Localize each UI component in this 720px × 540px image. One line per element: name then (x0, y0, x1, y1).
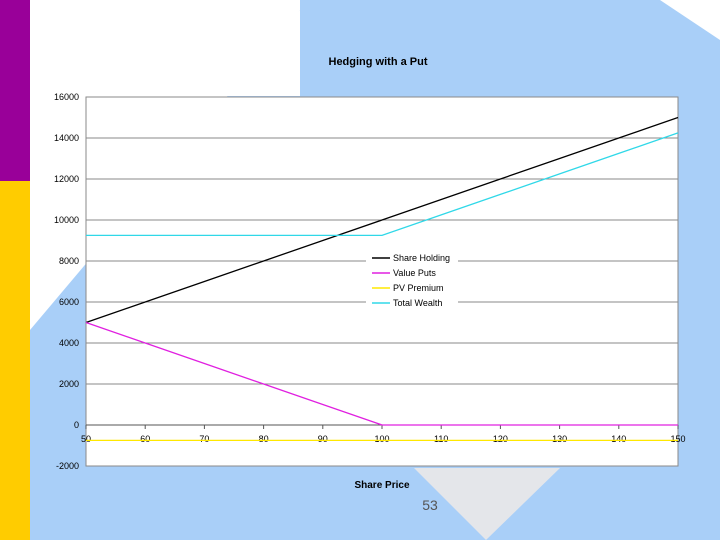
x-tick-label: 60 (140, 434, 150, 444)
x-axis-ticks: 50 60 70 80 90 100 110 120 130 140 150 (81, 425, 686, 444)
legend-box (366, 250, 458, 312)
legend: Share Holding Value Puts PV Premium Total W… (366, 250, 458, 312)
legend-label-1: Share Holding (393, 253, 450, 263)
x-tick-label: 140 (611, 434, 626, 444)
legend-label-3: PV Premium (393, 283, 444, 293)
x-tick-label: 110 (434, 434, 448, 444)
background-white-wedge (212, 0, 300, 96)
y-tick-label: -2000 (56, 461, 79, 471)
y-tick-label: 10000 (54, 215, 79, 225)
x-tick-label: 150 (670, 434, 685, 444)
series-lines (85, 116, 679, 442)
series-line-4 (86, 132, 679, 237)
x-tick-label: 80 (259, 434, 269, 444)
y-tick-label: 12000 (54, 174, 79, 184)
x-tick-label: 70 (199, 434, 209, 444)
legend-label-4: Total Wealth (393, 298, 442, 308)
y-tick-label: 2000 (59, 379, 79, 389)
y-tick-label: 8000 (59, 256, 79, 266)
x-tick-label: 90 (318, 434, 328, 444)
y-tick-label: 4000 (59, 338, 79, 348)
y-tick-label: 16000 (54, 92, 79, 102)
background-gray-triangle (414, 468, 560, 540)
legend-label-2: Value Puts (393, 268, 436, 278)
x-axis-label: Share Price (354, 480, 409, 491)
accent-bar-bottom (0, 181, 30, 540)
x-tick-label: 130 (552, 434, 567, 444)
chart-title: Hedging with a Put (329, 56, 428, 68)
series-line-1 (85, 116, 679, 324)
y-tick-label: 14000 (54, 133, 79, 143)
y-tick-label: 6000 (59, 297, 79, 307)
x-tick-label: 50 (81, 434, 91, 444)
x-tick-label: 120 (493, 434, 508, 444)
accent-bar-top (0, 0, 30, 181)
y-axis-ticks: 16000 14000 12000 10000 8000 6000 4000 2000 0 -20… (54, 92, 79, 471)
y-tick-label: 0 (74, 420, 79, 430)
series-line-2 (85, 321, 678, 426)
slide-number: 53 (422, 497, 438, 513)
x-tick-label: 100 (374, 434, 389, 444)
